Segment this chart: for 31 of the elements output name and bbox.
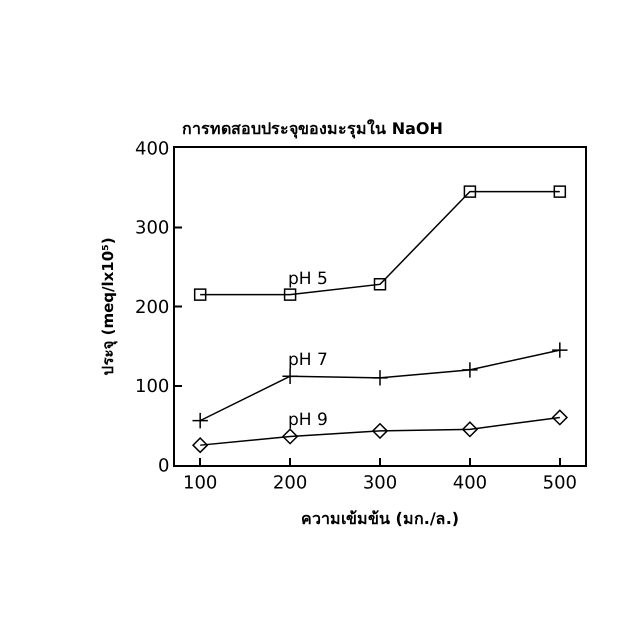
x-tick-label: 100 [183,472,218,494]
y-tick-label: 100 [135,376,170,398]
point [372,423,388,439]
point [194,288,206,301]
y-tick-label: 200 [135,296,170,318]
x-tick-label: 200 [272,472,308,494]
y-axis-title: ประจุ (meq/lx10⁵) [98,237,118,376]
point [374,278,386,291]
y-tick-label: 0 [158,455,170,476]
point [461,361,478,378]
series-label: pH 7 [288,350,328,370]
y-tick-label: 300 [135,218,170,239]
point [551,342,568,359]
series-label: pH 5 [288,269,328,289]
x-axis-title: ความเข้มข้น (มก./ล.) [300,508,460,528]
point [462,421,478,438]
point [282,368,299,385]
point [552,410,568,426]
point [192,437,208,454]
point [282,428,298,444]
point [284,288,296,301]
x-tick-label: 400 [452,472,488,494]
point [372,369,388,386]
series-label: pH 9 [288,410,328,430]
x-tick-label: 500 [542,472,577,494]
point [464,185,476,198]
x-tick-label: 300 [362,472,398,494]
y-tick-label: 400 [135,138,170,160]
point [192,412,209,430]
point [554,185,566,198]
chart-title: การทดสอบประจุของมะรุมใน NaOH [182,118,443,139]
